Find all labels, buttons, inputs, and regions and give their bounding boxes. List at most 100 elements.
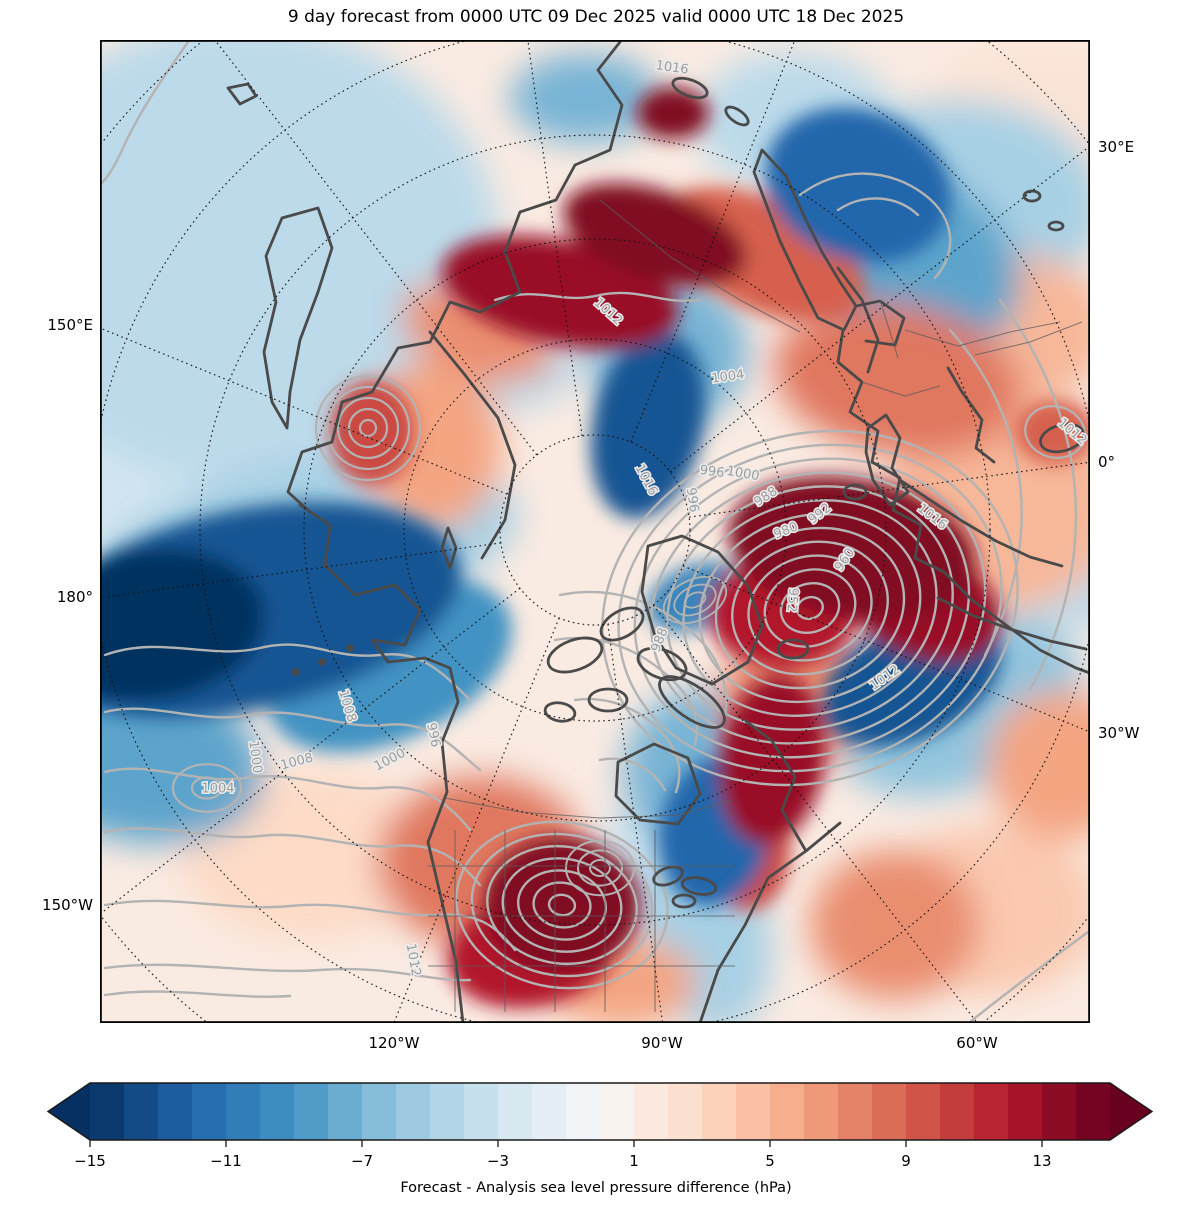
anomaly-blob — [987, 690, 1090, 840]
pressure-contours — [100, 40, 1090, 1023]
island-outline — [599, 606, 645, 642]
contour-label: 1012 — [403, 942, 424, 977]
contour-label: 996 — [683, 487, 701, 514]
contour-label: 996 — [423, 721, 443, 748]
contour-ring — [698, 512, 922, 704]
colorbar-tick-label: −3 — [487, 1152, 509, 1170]
colorbar-segment — [1008, 1083, 1043, 1140]
colorbar-segment — [328, 1083, 363, 1140]
colorbar-segment — [396, 1083, 431, 1140]
colorbar-segment — [566, 1083, 601, 1140]
latitude-circle — [303, 238, 887, 822]
colorbar-tick-label: 1 — [629, 1152, 639, 1170]
axis-label-180deg: 180° — [56, 588, 93, 606]
colorbar-segment — [668, 1083, 703, 1140]
colorbar-segment — [940, 1083, 975, 1140]
colorbar-segment — [158, 1083, 193, 1140]
contour-label: 1016 — [655, 58, 690, 77]
contour-ring — [779, 582, 841, 634]
anomaly-blob — [100, 549, 265, 701]
island-outline — [842, 483, 868, 501]
contour-ring — [673, 583, 717, 617]
colorbar: −15 −11 −7 −3 1 5 9 13 — [0, 1075, 1192, 1175]
contour-ring — [532, 881, 592, 929]
colorbar-segment — [736, 1083, 771, 1140]
colorbar-segment — [294, 1083, 329, 1140]
axis-label-30degE: 30°E — [1098, 138, 1135, 156]
colorbar-arrow-right — [1110, 1083, 1152, 1140]
contour-ring — [347, 407, 389, 449]
colorbar-segment — [192, 1083, 227, 1140]
latitude-circle — [499, 434, 691, 626]
meridian-line — [393, 617, 560, 1023]
admin-borders — [428, 199, 1083, 1012]
island-outline — [587, 687, 629, 713]
contour-ring — [547, 893, 577, 917]
colorbar-label: Forecast - Analysis sea level pressure d… — [400, 1180, 792, 1196]
contour-ring — [589, 859, 611, 877]
map-svg: 1016 996 100098899298099696095210161012100… — [100, 40, 1090, 1023]
map-frame — [100, 40, 1090, 1023]
graticule — [100, 40, 1090, 1023]
axis-label-60degW: 60°W — [956, 1034, 998, 1052]
contour-label: 952 — [783, 587, 800, 613]
island-outline — [658, 675, 726, 729]
contour-ring — [682, 499, 938, 717]
colorbar-segment — [362, 1083, 397, 1140]
colorbar-tick-label: −11 — [210, 1152, 242, 1170]
contour-ring — [314, 374, 422, 482]
colorbar-tick-label: 13 — [1032, 1152, 1051, 1170]
contour-ring — [633, 457, 987, 759]
colorbar-segment — [600, 1083, 635, 1140]
contour-ring-system — [565, 839, 635, 897]
island-outline — [724, 105, 750, 127]
contour-ring — [796, 595, 824, 621]
meridian-line — [607, 624, 664, 1023]
colorbar-tick-label: −7 — [351, 1152, 373, 1170]
contour-ring — [336, 396, 400, 460]
contour-ring-system — [314, 374, 422, 482]
contour-label: 1004 — [201, 782, 234, 797]
latitude-circle — [199, 134, 991, 926]
contour-ring-system — [662, 575, 728, 625]
anomaly-blob — [330, 380, 414, 484]
colorbar-arrow-left — [48, 1083, 90, 1140]
meridian-line — [630, 40, 796, 443]
colorbar-segment — [226, 1083, 261, 1140]
contour-ring-system — [1024, 405, 1086, 459]
island-outline — [1047, 220, 1065, 232]
island-outline — [1022, 189, 1042, 203]
contour-ring — [486, 844, 638, 966]
colorbar-segment — [906, 1083, 941, 1140]
colorbar-segment — [464, 1083, 499, 1140]
island-outline — [636, 646, 688, 682]
contour-ring — [683, 591, 707, 609]
meridian-line — [100, 542, 501, 599]
contour-ring — [455, 820, 669, 990]
colorbar-tick-label: 5 — [765, 1152, 775, 1170]
island-outline — [776, 638, 810, 660]
axis-label-0deg: 0° — [1098, 453, 1116, 471]
colorbar-segment — [838, 1083, 873, 1140]
contour-label: 1004 — [711, 367, 746, 386]
colorbar-segment — [1042, 1083, 1077, 1140]
contour-ring — [358, 418, 378, 438]
figure-title: 9 day forecast from 0000 UTC 09 Dec 2025… — [287, 7, 905, 27]
colorbar-segment — [770, 1083, 805, 1140]
contour-ring — [1024, 405, 1086, 459]
colorbar-segment — [260, 1083, 295, 1140]
contour-label: 1000 — [725, 464, 760, 485]
contour-ring — [731, 540, 889, 676]
island-outline — [671, 893, 697, 909]
colorbar-segment — [872, 1083, 907, 1140]
coastlines — [226, 40, 1090, 1023]
island-outline — [680, 876, 718, 896]
contour-ring — [617, 443, 1003, 773]
axis-label-150degW: 150°W — [42, 896, 93, 914]
meridian-line — [527, 40, 583, 436]
meridian-line — [689, 461, 1090, 518]
meridian-line — [669, 145, 1090, 473]
contour-ring — [565, 839, 635, 897]
anomaly-blob — [765, 107, 951, 263]
